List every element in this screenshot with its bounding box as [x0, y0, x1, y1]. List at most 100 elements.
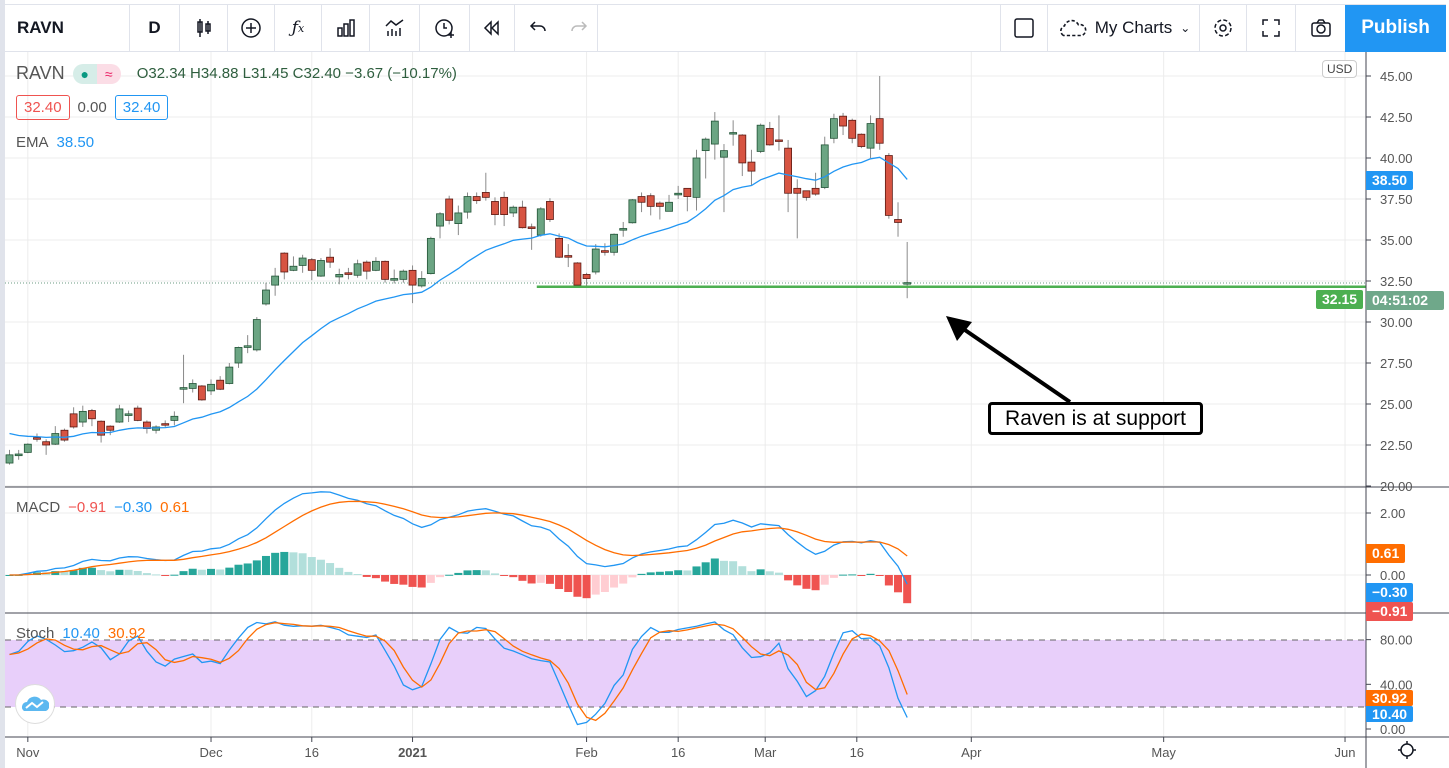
- candle-body: [903, 282, 912, 285]
- my-charts-button[interactable]: My Charts ⌄: [1048, 4, 1200, 52]
- macd-histogram-bar: [701, 562, 710, 575]
- macd-histogram-bar: [710, 558, 719, 575]
- add-compare-icon[interactable]: [228, 4, 275, 52]
- macd-histogram-bar: [353, 574, 362, 576]
- macd-signal-value: 0.61: [160, 499, 190, 516]
- stoch-legend[interactable]: Stoch 10.40 30.92: [16, 625, 145, 642]
- macd-legend[interactable]: MACD −0.91 −0.30 0.61: [16, 499, 189, 516]
- macd-histogram-bar: [903, 575, 912, 604]
- candle-body: [793, 187, 802, 194]
- candle: [536, 207, 545, 237]
- time-tick-label: Feb: [575, 745, 597, 760]
- price-tick-label: 27.50: [1380, 356, 1413, 371]
- candle-body: [161, 423, 170, 426]
- candle: [335, 268, 344, 285]
- candle-body: [408, 269, 417, 286]
- candle-body: [830, 118, 838, 139]
- macd-histogram-bar: [481, 570, 490, 575]
- candles-icon[interactable]: [180, 4, 228, 52]
- macd-histogram-bar: [765, 571, 774, 575]
- macd-histogram-bar: [51, 571, 60, 575]
- candle-body: [225, 366, 234, 384]
- candle-body: [546, 201, 554, 220]
- my-charts-label: My Charts: [1094, 18, 1173, 37]
- camera-icon[interactable]: [1296, 5, 1345, 52]
- candle: [88, 408, 96, 427]
- macd-tick-label: 2.00: [1380, 506, 1405, 521]
- candle-body: [454, 212, 463, 225]
- candle-body: [115, 408, 124, 423]
- macd-histogram-bar: [280, 551, 289, 575]
- candle-body: [857, 133, 866, 147]
- market-open-icon: ●: [72, 63, 97, 84]
- candle-body: [527, 226, 536, 229]
- ask-price[interactable]: 32.40: [114, 95, 169, 120]
- macd-histogram-bar: [381, 575, 390, 582]
- price-tick-label: 45.00: [1380, 69, 1413, 84]
- macd-histogram-bar: [371, 575, 380, 579]
- legend-symbol[interactable]: RAVN: [16, 63, 65, 83]
- stoch-k-value: 10.40: [62, 625, 100, 642]
- bar-style-icon[interactable]: [322, 4, 370, 52]
- undo-icon[interactable]: [515, 5, 560, 52]
- settings-icon[interactable]: [1200, 4, 1247, 52]
- macd-histogram-bar: [894, 575, 903, 593]
- publish-button[interactable]: Publish: [1345, 4, 1446, 52]
- fullscreen-icon[interactable]: [1247, 4, 1296, 52]
- time-tick-label: Apr: [961, 745, 982, 760]
- stoch-label: Stoch: [16, 625, 55, 642]
- candle-body: [78, 410, 87, 423]
- candle-body: [399, 270, 408, 280]
- candle: [765, 121, 774, 146]
- macd-histogram-bar: [655, 571, 664, 575]
- candle-body: [491, 201, 499, 215]
- macd-histogram-bar: [115, 569, 124, 575]
- candle-body: [14, 453, 23, 457]
- macd-histogram-bar: [848, 574, 857, 576]
- ema-legend[interactable]: EMA 38.50: [16, 134, 94, 151]
- macd-histogram-bar: [802, 575, 811, 589]
- candle-body: [317, 260, 325, 277]
- macd-histogram-bar: [729, 561, 738, 575]
- candle-body: [353, 263, 362, 276]
- tradingview-logo[interactable]: [15, 684, 55, 724]
- macd-histogram-bar: [188, 568, 197, 575]
- candle: [289, 256, 298, 272]
- redo-icon[interactable]: [560, 4, 598, 52]
- annotation-callout[interactable]: Raven is at support: [988, 402, 1203, 435]
- macd-axis-label: −0.30: [1366, 583, 1414, 602]
- candle: [527, 223, 536, 250]
- layout-icon[interactable]: [1000, 4, 1048, 52]
- templates-icon[interactable]: [370, 4, 420, 52]
- candle: [500, 191, 509, 227]
- candle: [280, 252, 289, 280]
- time-tick-label: 16: [671, 745, 685, 760]
- macd-histogram-bar: [436, 575, 445, 578]
- candle-body: [390, 278, 399, 281]
- candle: [152, 425, 160, 434]
- interval-button[interactable]: D: [130, 4, 180, 52]
- market-status-pill[interactable]: ● ≈: [72, 63, 121, 84]
- symbol-search-button[interactable]: RAVN: [5, 4, 130, 52]
- macd-histogram-bar: [518, 575, 527, 581]
- candle-body: [481, 192, 490, 198]
- candle-body: [536, 208, 545, 236]
- macd-histogram-bar: [152, 574, 161, 576]
- macd-hist-axis-label: −0.91: [1366, 602, 1414, 621]
- price-tick-label: 35.00: [1380, 233, 1413, 248]
- bid-price[interactable]: 32.40: [16, 95, 70, 120]
- candle: [775, 115, 783, 151]
- currency-badge[interactable]: USD: [1322, 60, 1358, 78]
- replay-icon[interactable]: [470, 4, 515, 52]
- alert-icon[interactable]: [420, 4, 470, 52]
- macd-histogram-bar: [307, 557, 316, 575]
- macd-histogram-bar: [289, 552, 298, 575]
- candle: [637, 192, 646, 213]
- candle-body: [216, 379, 225, 390]
- axis-settings-icon[interactable]: [1398, 741, 1416, 759]
- candle-body: [848, 119, 857, 139]
- candle: [317, 258, 325, 277]
- arrow[interactable]: [946, 316, 1072, 404]
